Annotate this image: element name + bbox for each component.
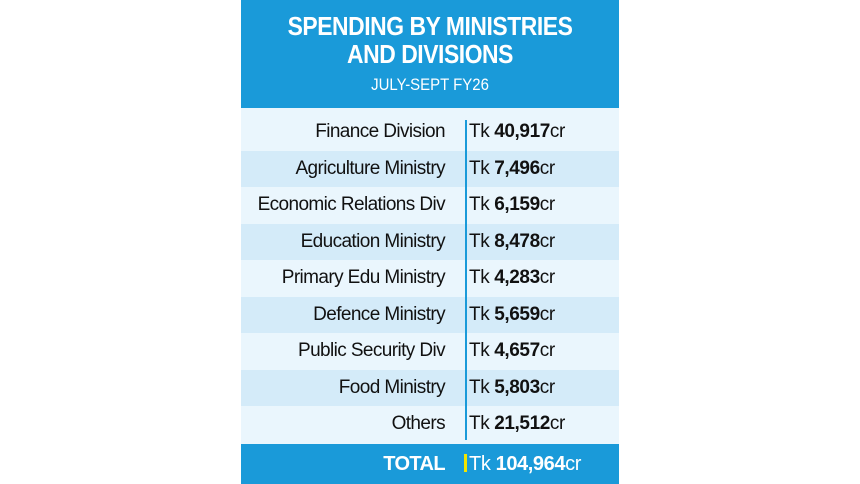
total-divider (464, 454, 467, 472)
row-value: Tk 21,512cr (469, 413, 565, 435)
row-label: Finance Division (315, 121, 445, 143)
column-divider (465, 120, 467, 440)
table-row: Education Ministry Tk 8,478cr (241, 223, 619, 260)
table-row: Agriculture Ministry Tk 7,496cr (241, 150, 619, 187)
chart-title: SPENDING BY MINISTRIES AND DIVISIONS (287, 11, 573, 69)
row-value: Tk 7,496cr (469, 157, 555, 179)
row-value: Tk 4,657cr (469, 340, 555, 362)
row-value: Tk 40,917cr (469, 121, 565, 143)
row-label: Public Security Div (298, 340, 446, 362)
table-row: Defence Ministry Tk 5,659cr (241, 296, 619, 333)
row-value: Tk 5,803cr (469, 376, 555, 398)
table-row: Primary Edu Ministry Tk 4,283cr (241, 260, 619, 297)
spending-table: SPENDING BY MINISTRIES AND DIVISIONS JUL… (241, 0, 619, 484)
total-label: TOTAL (383, 452, 445, 475)
row-label: Agriculture Ministry (295, 157, 445, 179)
table-row: Economic Relations Div Tk 6,159cr (241, 187, 619, 224)
table-rows: Finance Division Tk 40,917cr Agriculture M… (241, 114, 619, 443)
row-value: Tk 5,659cr (469, 303, 555, 325)
row-label: Defence Ministry (313, 303, 445, 325)
total-row: TOTAL Tk 104,964cr (241, 444, 619, 484)
table-row: Public Security Div Tk 4,657cr (241, 333, 619, 370)
row-label: Economic Relations Div (257, 194, 446, 216)
row-value: Tk 8,478cr (469, 230, 555, 252)
total-value: Tk 104,964cr (469, 452, 581, 475)
table-row: Others Tk 21,512cr (241, 406, 619, 443)
row-label: Primary Edu Ministry (281, 267, 446, 289)
table-row: Food Ministry Tk 5,803cr (241, 369, 619, 406)
row-label: Others (391, 413, 446, 435)
row-label: Education Ministry (300, 230, 446, 252)
chart-subtitle: JULY-SEPT FY26 (371, 75, 489, 94)
header: SPENDING BY MINISTRIES AND DIVISIONS JUL… (241, 0, 619, 108)
row-value: Tk 4,283cr (469, 267, 555, 289)
row-label: Food Ministry (338, 376, 446, 398)
table-row: Finance Division Tk 40,917cr (241, 114, 619, 151)
row-value: Tk 6,159cr (469, 194, 555, 216)
